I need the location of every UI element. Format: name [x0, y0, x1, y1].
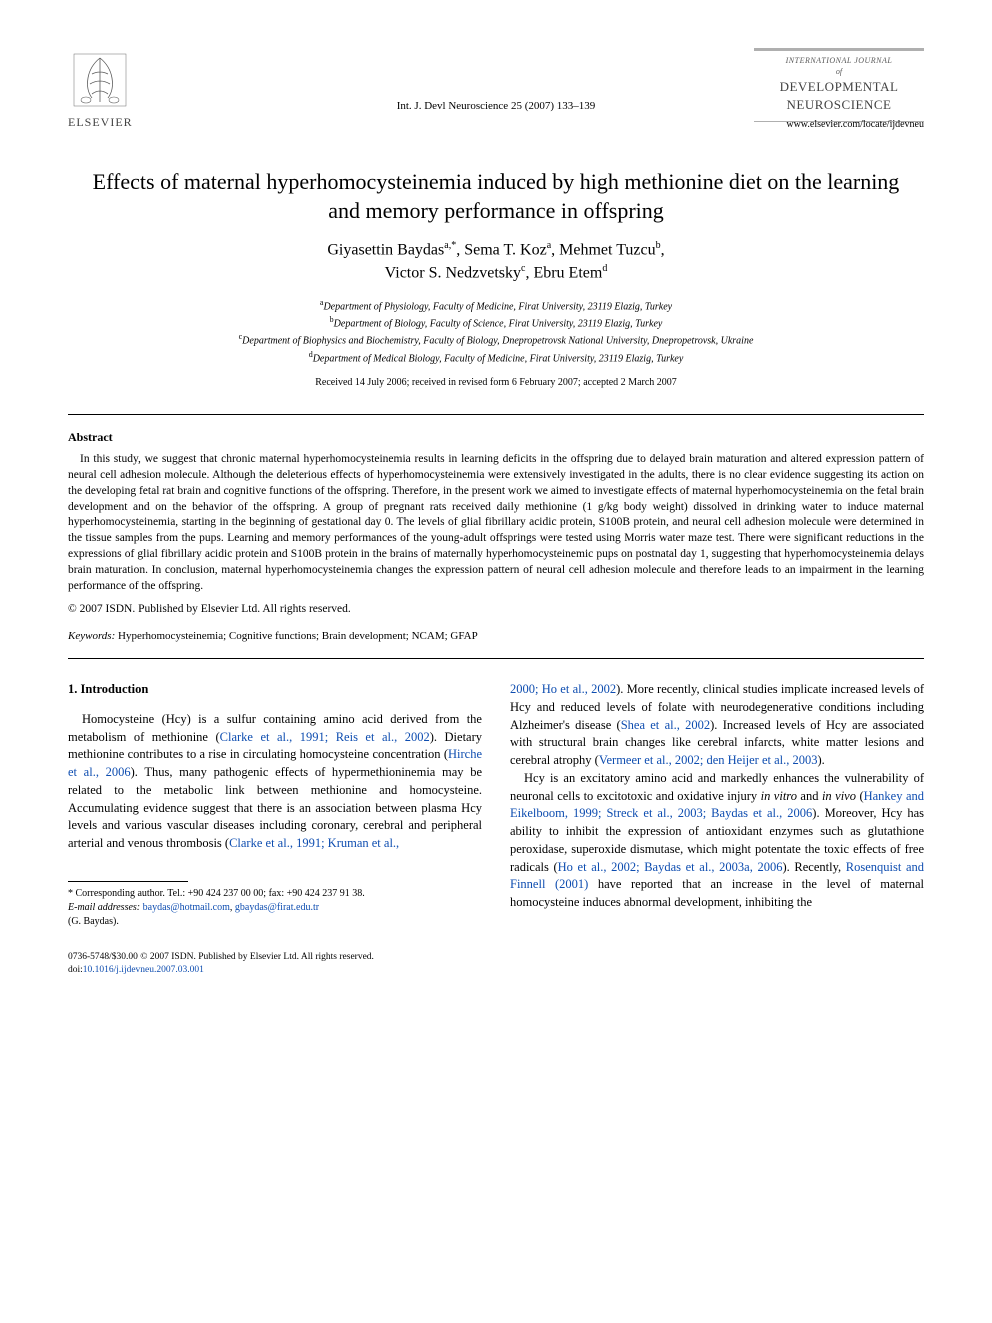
- doi-label: doi:: [68, 965, 83, 975]
- email-attribution: (G. Baydas).: [68, 915, 482, 929]
- keywords-line: Keywords: Hyperhomocysteinemia; Cognitiv…: [68, 629, 924, 644]
- email-line: E-mail addresses: baydas@hotmail.com, gb…: [68, 901, 482, 915]
- author: , Sema T. Koz: [456, 242, 547, 259]
- author: , Ebru Etem: [525, 264, 602, 281]
- journal-intl-line: INTERNATIONAL JOURNAL: [764, 55, 914, 66]
- footer-block: 0736-5748/$30.00 © 2007 ISDN. Published …: [68, 951, 924, 977]
- column-right: 2000; Ho et al., 2002). More recently, c…: [510, 681, 924, 929]
- affiliation: bDepartment of Biology, Faculty of Scien…: [68, 314, 924, 331]
- corresponding-author-note: * Corresponding author. Tel.: +90 424 23…: [68, 887, 482, 901]
- author: Victor S. Nedzvetsky: [385, 264, 521, 281]
- body-paragraph: Hcy is an excitatory amino acid and mark…: [510, 770, 924, 912]
- rule-bottom: [68, 658, 924, 659]
- body-text: (: [856, 789, 864, 803]
- citation-link[interactable]: Shea et al., 2002: [621, 718, 710, 732]
- column-left: 1. Introduction Homocysteine (Hcy) is a …: [68, 681, 482, 929]
- affiliations-block: aDepartment of Physiology, Faculty of Me…: [68, 297, 924, 366]
- body-text: ). Recently,: [782, 860, 845, 874]
- publisher-name: ELSEVIER: [68, 114, 133, 131]
- rule-top: [68, 414, 924, 415]
- author: Giyasettin Baydas: [327, 242, 444, 259]
- abstract-copyright: © 2007 ISDN. Published by Elsevier Ltd. …: [68, 601, 924, 617]
- citation-link[interactable]: 2000; Ho et al., 2002: [510, 682, 616, 696]
- abstract-body: In this study, we suggest that chronic m…: [68, 452, 924, 595]
- affiliation-text: Department of Physiology, Faculty of Med…: [323, 301, 672, 312]
- affiliation: cDepartment of Biophysics and Biochemist…: [68, 331, 924, 348]
- footnotes-block: * Corresponding author. Tel.: +90 424 23…: [68, 887, 482, 929]
- section-heading: 1. Introduction: [68, 681, 482, 699]
- email-link[interactable]: gbaydas@firat.edu.tr: [235, 902, 319, 913]
- citation-link[interactable]: Vermeer et al., 2002; den Heijer et al.,…: [599, 753, 818, 767]
- doi-link[interactable]: 10.1016/j.ijdevneu.2007.03.001: [83, 965, 204, 975]
- authors-line-1: Giyasettin Baydasa,*, Sema T. Koza, Mehm…: [68, 239, 924, 262]
- journal-title-box: INTERNATIONAL JOURNAL of DEVELOPMENTAL N…: [754, 48, 924, 122]
- italic-term: in vivo: [822, 789, 856, 803]
- author-sep: ,: [661, 242, 665, 259]
- authors-line-2: Victor S. Nedzvetskyc, Ebru Etemd: [68, 262, 924, 285]
- keywords-label: Keywords:: [68, 630, 115, 642]
- issn-copyright-line: 0736-5748/$30.00 © 2007 ISDN. Published …: [68, 951, 924, 964]
- affiliation: dDepartment of Medical Biology, Faculty …: [68, 349, 924, 366]
- author: , Mehmet Tuzcu: [551, 242, 655, 259]
- affiliation-text: Department of Medical Biology, Faculty o…: [313, 353, 684, 364]
- affiliation: aDepartment of Physiology, Faculty of Me…: [68, 297, 924, 314]
- journal-of-line: of: [764, 66, 914, 77]
- citation-link[interactable]: Ho et al., 2002; Baydas et al., 2003a, 2…: [558, 860, 783, 874]
- italic-term: in vitro: [761, 789, 797, 803]
- abstract-text: In this study, we suggest that chronic m…: [68, 452, 924, 595]
- body-paragraph: Homocysteine (Hcy) is a sulfur containin…: [68, 711, 482, 853]
- email-link[interactable]: baydas@hotmail.com: [140, 902, 230, 913]
- journal-url: www.elsevier.com/locate/ijdevneu: [68, 118, 924, 132]
- doi-line: doi:10.1016/j.ijdevneu.2007.03.001: [68, 964, 924, 977]
- affiliation-text: Department of Biology, Faculty of Scienc…: [334, 318, 663, 329]
- citation-link[interactable]: Clarke et al., 1991; Reis et al., 2002: [220, 730, 430, 744]
- email-label: E-mail addresses:: [68, 902, 140, 913]
- abstract-heading: Abstract: [68, 429, 924, 446]
- authors-block: Giyasettin Baydasa,*, Sema T. Koza, Mehm…: [68, 239, 924, 284]
- footnote-rule: [68, 881, 188, 882]
- author-sup: d: [602, 263, 607, 274]
- keywords-text: Hyperhomocysteinemia; Cognitive function…: [115, 630, 477, 642]
- body-text: and: [797, 789, 822, 803]
- article-title: Effects of maternal hyperhomocysteinemia…: [68, 168, 924, 225]
- journal-name-line1: DEVELOPMENTAL: [764, 79, 914, 95]
- elsevier-tree-icon: [68, 48, 132, 112]
- body-text: ).: [818, 753, 825, 767]
- journal-name-line2: NEUROSCIENCE: [764, 97, 914, 113]
- author-sup: a,*: [444, 240, 456, 251]
- body-columns: 1. Introduction Homocysteine (Hcy) is a …: [68, 681, 924, 929]
- affiliation-text: Department of Biophysics and Biochemistr…: [242, 336, 753, 347]
- body-paragraph-continued: 2000; Ho et al., 2002). More recently, c…: [510, 681, 924, 770]
- publisher-logo: ELSEVIER: [68, 48, 133, 131]
- citation-link[interactable]: Clarke et al., 1991; Kruman et al.,: [229, 836, 399, 850]
- article-dates: Received 14 July 2006; received in revis…: [68, 376, 924, 390]
